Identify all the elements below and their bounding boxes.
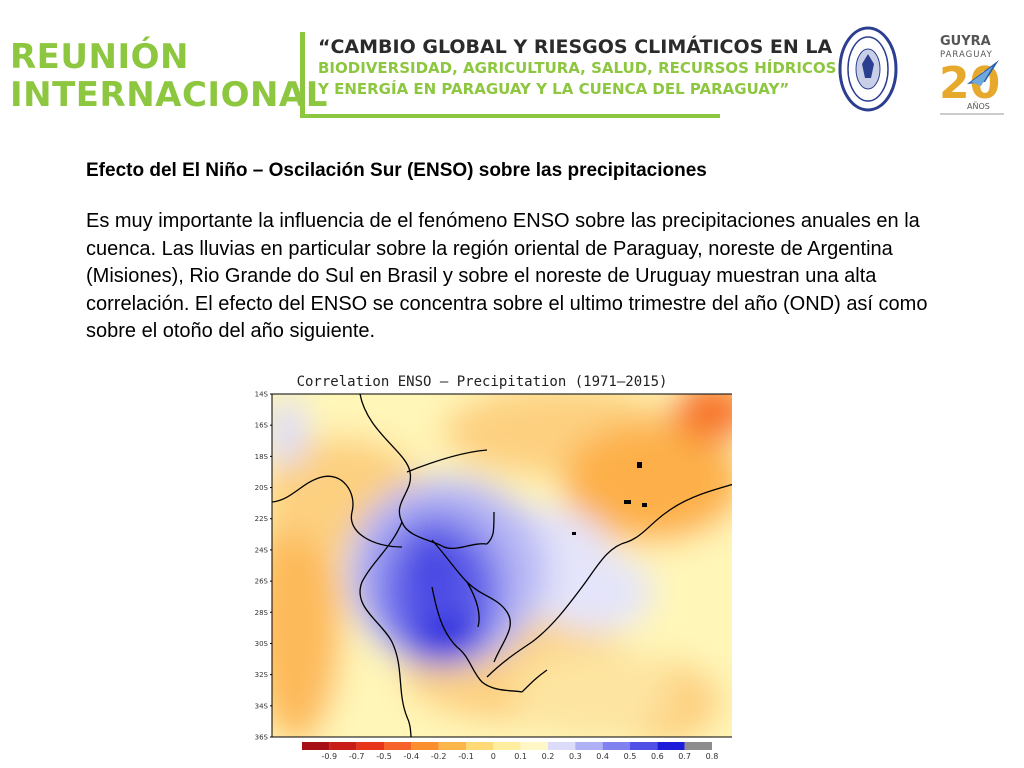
colorbar-swatch	[438, 742, 466, 750]
y-tick-label: 28S	[255, 609, 269, 617]
y-tick-label: 22S	[255, 515, 269, 523]
colorbar-swatch	[520, 742, 548, 750]
section-heading: Efecto del El Niño – Oscilación Sur (ENS…	[86, 160, 707, 181]
event-title-line1: REUNIÓN	[10, 37, 189, 77]
colorbar-swatch	[411, 742, 439, 750]
colorbar-label: -0.2	[431, 752, 447, 761]
y-tick-label: 20S	[255, 484, 269, 492]
y-tick-label: 34S	[255, 702, 269, 710]
colorbar-swatch	[466, 742, 494, 750]
y-tick-label: 24S	[255, 546, 269, 554]
y-tick-label: 16S	[255, 422, 269, 430]
colorbar-swatch	[575, 742, 603, 750]
colorbar-swatch	[302, 742, 330, 750]
y-tick-label: 32S	[255, 671, 269, 679]
colorbar-swatch	[602, 742, 630, 750]
colorbar-label: 0.7	[678, 752, 691, 761]
guyra-name: GUYRA	[940, 34, 991, 49]
event-title-line2: INTERNACIONAL	[10, 75, 328, 115]
colorbar-swatch	[657, 742, 685, 750]
guyra-bird-icon: GUYRA PARAGUAY 20 AÑOS	[939, 34, 1004, 115]
colorbar-label: 0.4	[596, 752, 609, 761]
y-tick-label: 26S	[255, 578, 269, 586]
colorbar-swatch	[356, 742, 384, 750]
colorbar-label: -0.1	[458, 752, 474, 761]
colorbar-label: 0.1	[514, 752, 527, 761]
y-tick-label: 30S	[255, 640, 269, 648]
colorbar-swatch	[684, 742, 712, 750]
colorbar-label: -0.4	[404, 752, 420, 761]
y-tick-label: 14S	[255, 391, 269, 399]
enso-correlation-map: Correlation ENSO – Precipitation (1971–2…	[255, 374, 732, 761]
colorbar-label: 0.6	[651, 752, 664, 761]
colorbar-label: 0.2	[542, 752, 555, 761]
colorbar-label: 0.3	[569, 752, 582, 761]
colorbar-label: -0.9	[322, 752, 338, 761]
colorbar-swatch	[329, 742, 357, 750]
section-paragraph: Es muy importante la influencia de el fe…	[86, 210, 928, 342]
colorbar-swatch	[548, 742, 576, 750]
subtitle-line3: Y ENERGÍA EN PARAGUAY Y LA CUENCA DEL PA…	[318, 80, 790, 98]
subtitle-bracket	[300, 32, 720, 118]
event-title: REUNIÓN INTERNACIONAL	[10, 38, 328, 114]
subtitle-line2: BIODIVERSIDAD, AGRICULTURA, SALUD, RECUR…	[318, 59, 837, 77]
university-seal-logo	[838, 26, 898, 112]
chart-title: Correlation ENSO – Precipitation (1971–2…	[297, 374, 668, 390]
y-tick-label: 18S	[255, 453, 269, 461]
colorbar-swatch	[630, 742, 658, 750]
colorbar-label: -0.5	[376, 752, 392, 761]
plot-area	[272, 394, 732, 737]
guyra-country: PARAGUAY	[940, 50, 993, 60]
subtitle-line1: “CAMBIO GLOBAL Y RIESGOS CLIMÁTICOS EN L…	[318, 36, 833, 58]
colorbar	[302, 742, 712, 750]
colorbar-label: 0.5	[624, 752, 637, 761]
colorbar-swatch	[493, 742, 521, 750]
event-subtitle: “CAMBIO GLOBAL Y RIESGOS CLIMÁTICOS EN L…	[318, 36, 837, 100]
colorbar-label: 0.8	[706, 752, 719, 761]
colorbar-label: 0	[491, 752, 496, 761]
y-tick-label: 36S	[255, 734, 269, 742]
colorbar-swatch	[384, 742, 412, 750]
guyra-anos: AÑOS	[967, 101, 990, 111]
colorbar-label: -0.7	[349, 752, 365, 761]
guyra-logo: GUYRA PARAGUAY 20 AÑOS	[937, 32, 1007, 116]
